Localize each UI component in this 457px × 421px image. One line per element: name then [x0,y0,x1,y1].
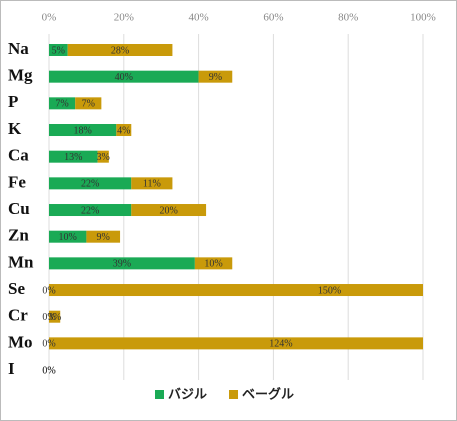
value-label: 124% [269,339,292,350]
bar-segment [49,44,68,56]
legend-label: ベーグル [242,387,294,403]
value-label: 7% [55,99,68,110]
value-label: 22% [81,205,99,216]
value-label: 0% [42,365,55,376]
bar-segment [49,257,195,270]
value-label: 39% [113,259,131,270]
bar-segment [116,124,132,137]
bar-segment [86,230,121,243]
bar-segment [194,257,233,270]
bar-segment [49,230,87,243]
value-label: 9% [209,72,222,83]
x-tick-label: 60% [263,12,283,24]
category-label: Zn [8,226,29,245]
bar-segment [49,310,61,323]
bar-segment [131,177,173,190]
bar-segment [49,97,76,110]
value-label: 9% [97,232,110,243]
category-label: Mg [8,66,33,85]
bar-segment [49,150,98,163]
bar-segment [131,204,207,217]
bar-segment [97,150,109,163]
category-label: Mn [8,252,34,271]
category-label: Se [8,279,25,298]
x-tick-label: 100% [410,12,436,24]
value-label: 3% [97,152,110,163]
category-label: Fe [8,172,26,191]
value-label: 3% [48,312,61,323]
value-label: 0% [42,339,55,350]
x-tick-label: 20% [114,12,134,24]
value-label: 0% [42,365,55,376]
bar-segment [49,337,423,350]
category-label: Cr [8,306,28,325]
value-label: 22% [81,179,99,190]
value-label: 4% [117,125,130,136]
value-label: 28% [111,45,129,56]
value-label: 13% [64,152,82,163]
legend-swatch [229,390,239,399]
bar-segment [49,284,423,297]
value-label: 0% [42,312,55,323]
x-tick-label: 40% [189,12,209,24]
value-label: 7% [82,99,95,110]
value-label: 18% [73,125,91,136]
bar-segment [49,204,132,217]
bar-segment [75,97,102,110]
bar-segment [49,177,132,190]
bar-segment [49,70,199,83]
legend-swatch [155,390,164,399]
value-label: 150% [318,285,341,296]
value-label: 10% [204,259,222,270]
value-label: 20% [160,205,178,216]
value-label: 0% [42,285,55,296]
legend-label: バジル [168,388,207,403]
category-label: P [8,92,18,111]
bar-segment [198,70,233,83]
category-label: Cu [8,199,30,218]
category-label: Na [8,39,29,58]
category-label: Mo [8,332,33,351]
value-label: 11% [143,179,161,190]
category-label: I [8,359,15,378]
plot-area [49,44,423,350]
value-label: 5% [52,45,65,56]
category-label: K [8,119,22,138]
bar-segment [67,44,173,56]
x-tick-label: 80% [338,12,358,24]
bar-segment [49,124,117,137]
value-label: 10% [59,232,77,243]
x-tick-label: 0% [42,12,57,24]
value-label: 40% [115,72,133,83]
category-label: Ca [8,146,29,165]
